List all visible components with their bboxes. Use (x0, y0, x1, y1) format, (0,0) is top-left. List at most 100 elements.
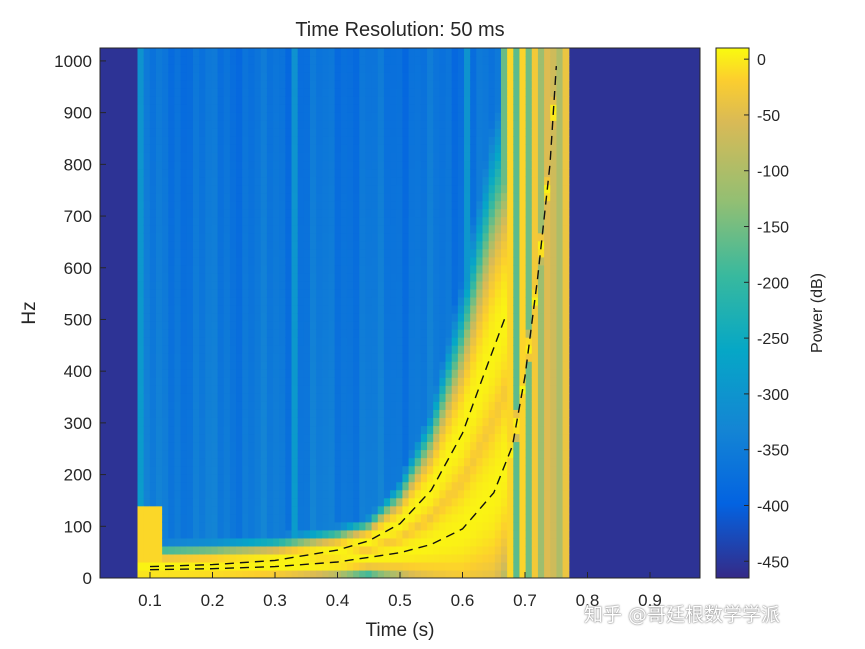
heatmap-cell (383, 465, 391, 475)
heatmap-cell (328, 337, 336, 346)
heatmap-cell (192, 393, 200, 402)
heatmap-cell (408, 321, 416, 330)
heatmap-cell (383, 248, 391, 258)
heatmap-cell (260, 489, 268, 499)
heatmap-cell (544, 232, 551, 242)
heatmap-cell (254, 345, 262, 354)
heatmap-cell (402, 152, 410, 162)
heatmap-cell (402, 337, 410, 346)
colorbar-tick-label: -400 (757, 498, 789, 515)
heatmap-cell (328, 449, 336, 459)
heatmap-cell (390, 345, 397, 354)
heatmap-cell (408, 409, 416, 418)
heatmap-cell (229, 369, 237, 378)
heatmap-cell (390, 208, 397, 218)
heatmap-cell (537, 361, 545, 370)
heatmap-cell (500, 48, 508, 57)
heatmap-cell (328, 345, 336, 354)
heatmap-cell (248, 409, 256, 418)
heatmap-cell (476, 377, 484, 386)
heatmap-cell (507, 80, 514, 89)
heatmap-cell (488, 152, 496, 162)
heatmap-cell (334, 321, 342, 330)
heatmap-cell (451, 288, 459, 298)
heatmap-cell (143, 152, 151, 162)
heatmap-cell (513, 481, 521, 491)
heatmap-cell (328, 232, 336, 242)
heatmap-cell (476, 393, 484, 402)
heatmap-cell (476, 232, 484, 242)
heatmap-cell (137, 545, 145, 555)
heatmap-cell (562, 449, 570, 459)
heatmap-cell (482, 345, 490, 354)
heatmap-cell (457, 128, 465, 137)
heatmap-cell (476, 449, 484, 459)
heatmap-cell (451, 337, 459, 346)
heatmap-cell (537, 200, 545, 210)
heatmap-cell (482, 240, 490, 250)
heatmap-cell (217, 441, 225, 451)
heatmap-cell (168, 465, 176, 475)
heatmap-cell (340, 120, 348, 129)
heatmap-cell (383, 321, 391, 330)
heatmap-cell (254, 64, 262, 73)
heatmap-cell (371, 513, 379, 523)
heatmap-cell (500, 296, 508, 306)
heatmap-cell (556, 425, 564, 435)
heatmap-cell (346, 216, 354, 226)
heatmap-cell (556, 561, 564, 571)
heatmap-cell (396, 168, 404, 178)
heatmap-cell (457, 545, 465, 555)
heatmap-cell (562, 393, 570, 402)
heatmap-cell (174, 401, 182, 410)
heatmap-cell (155, 104, 163, 113)
heatmap-cell (500, 361, 508, 370)
heatmap-cell (310, 481, 317, 491)
heatmap-cell (420, 409, 428, 418)
heatmap-cell (390, 152, 397, 162)
heatmap-cell (537, 441, 545, 451)
heatmap-cell (273, 545, 280, 555)
heatmap-cell (334, 296, 342, 306)
heatmap-cell (500, 449, 508, 459)
heatmap-cell (414, 473, 422, 483)
heatmap-cell (531, 208, 539, 218)
heatmap-cell (186, 561, 194, 571)
heatmap-cell (433, 553, 440, 563)
heatmap-cell (383, 433, 391, 443)
heatmap-cell (260, 569, 268, 578)
heatmap-cell (550, 409, 558, 418)
heatmap-cell (531, 304, 539, 314)
heatmap-cell (544, 224, 551, 234)
heatmap-cell (531, 569, 539, 578)
heatmap-cell (279, 441, 286, 451)
heatmap-cell (236, 168, 243, 178)
heatmap-cell (353, 401, 360, 410)
heatmap-cell (457, 56, 465, 65)
heatmap-cell (346, 569, 354, 578)
heatmap-cell (544, 321, 551, 330)
heatmap-cell (408, 208, 416, 218)
heatmap-cell (359, 88, 367, 97)
heatmap-cell (143, 288, 151, 298)
heatmap-cell (346, 433, 354, 443)
heatmap-cell (359, 473, 367, 483)
heatmap-cell (211, 208, 219, 218)
heatmap-cell (180, 489, 188, 499)
heatmap-cell (377, 409, 385, 418)
heatmap-cell (470, 128, 477, 137)
heatmap-cell (562, 136, 570, 145)
heatmap-cell (439, 377, 447, 386)
heatmap-cell (229, 304, 237, 314)
heatmap-cell (279, 296, 286, 306)
heatmap-cell (297, 144, 305, 153)
heatmap-cell (482, 72, 490, 81)
heatmap-cell (439, 136, 447, 145)
heatmap-cell (433, 280, 440, 290)
heatmap-cell (531, 353, 539, 362)
heatmap-cell (310, 353, 317, 362)
heatmap-cell (273, 425, 280, 435)
heatmap-cell (507, 369, 514, 378)
heatmap-cell (488, 176, 496, 186)
heatmap-cell (513, 248, 521, 258)
